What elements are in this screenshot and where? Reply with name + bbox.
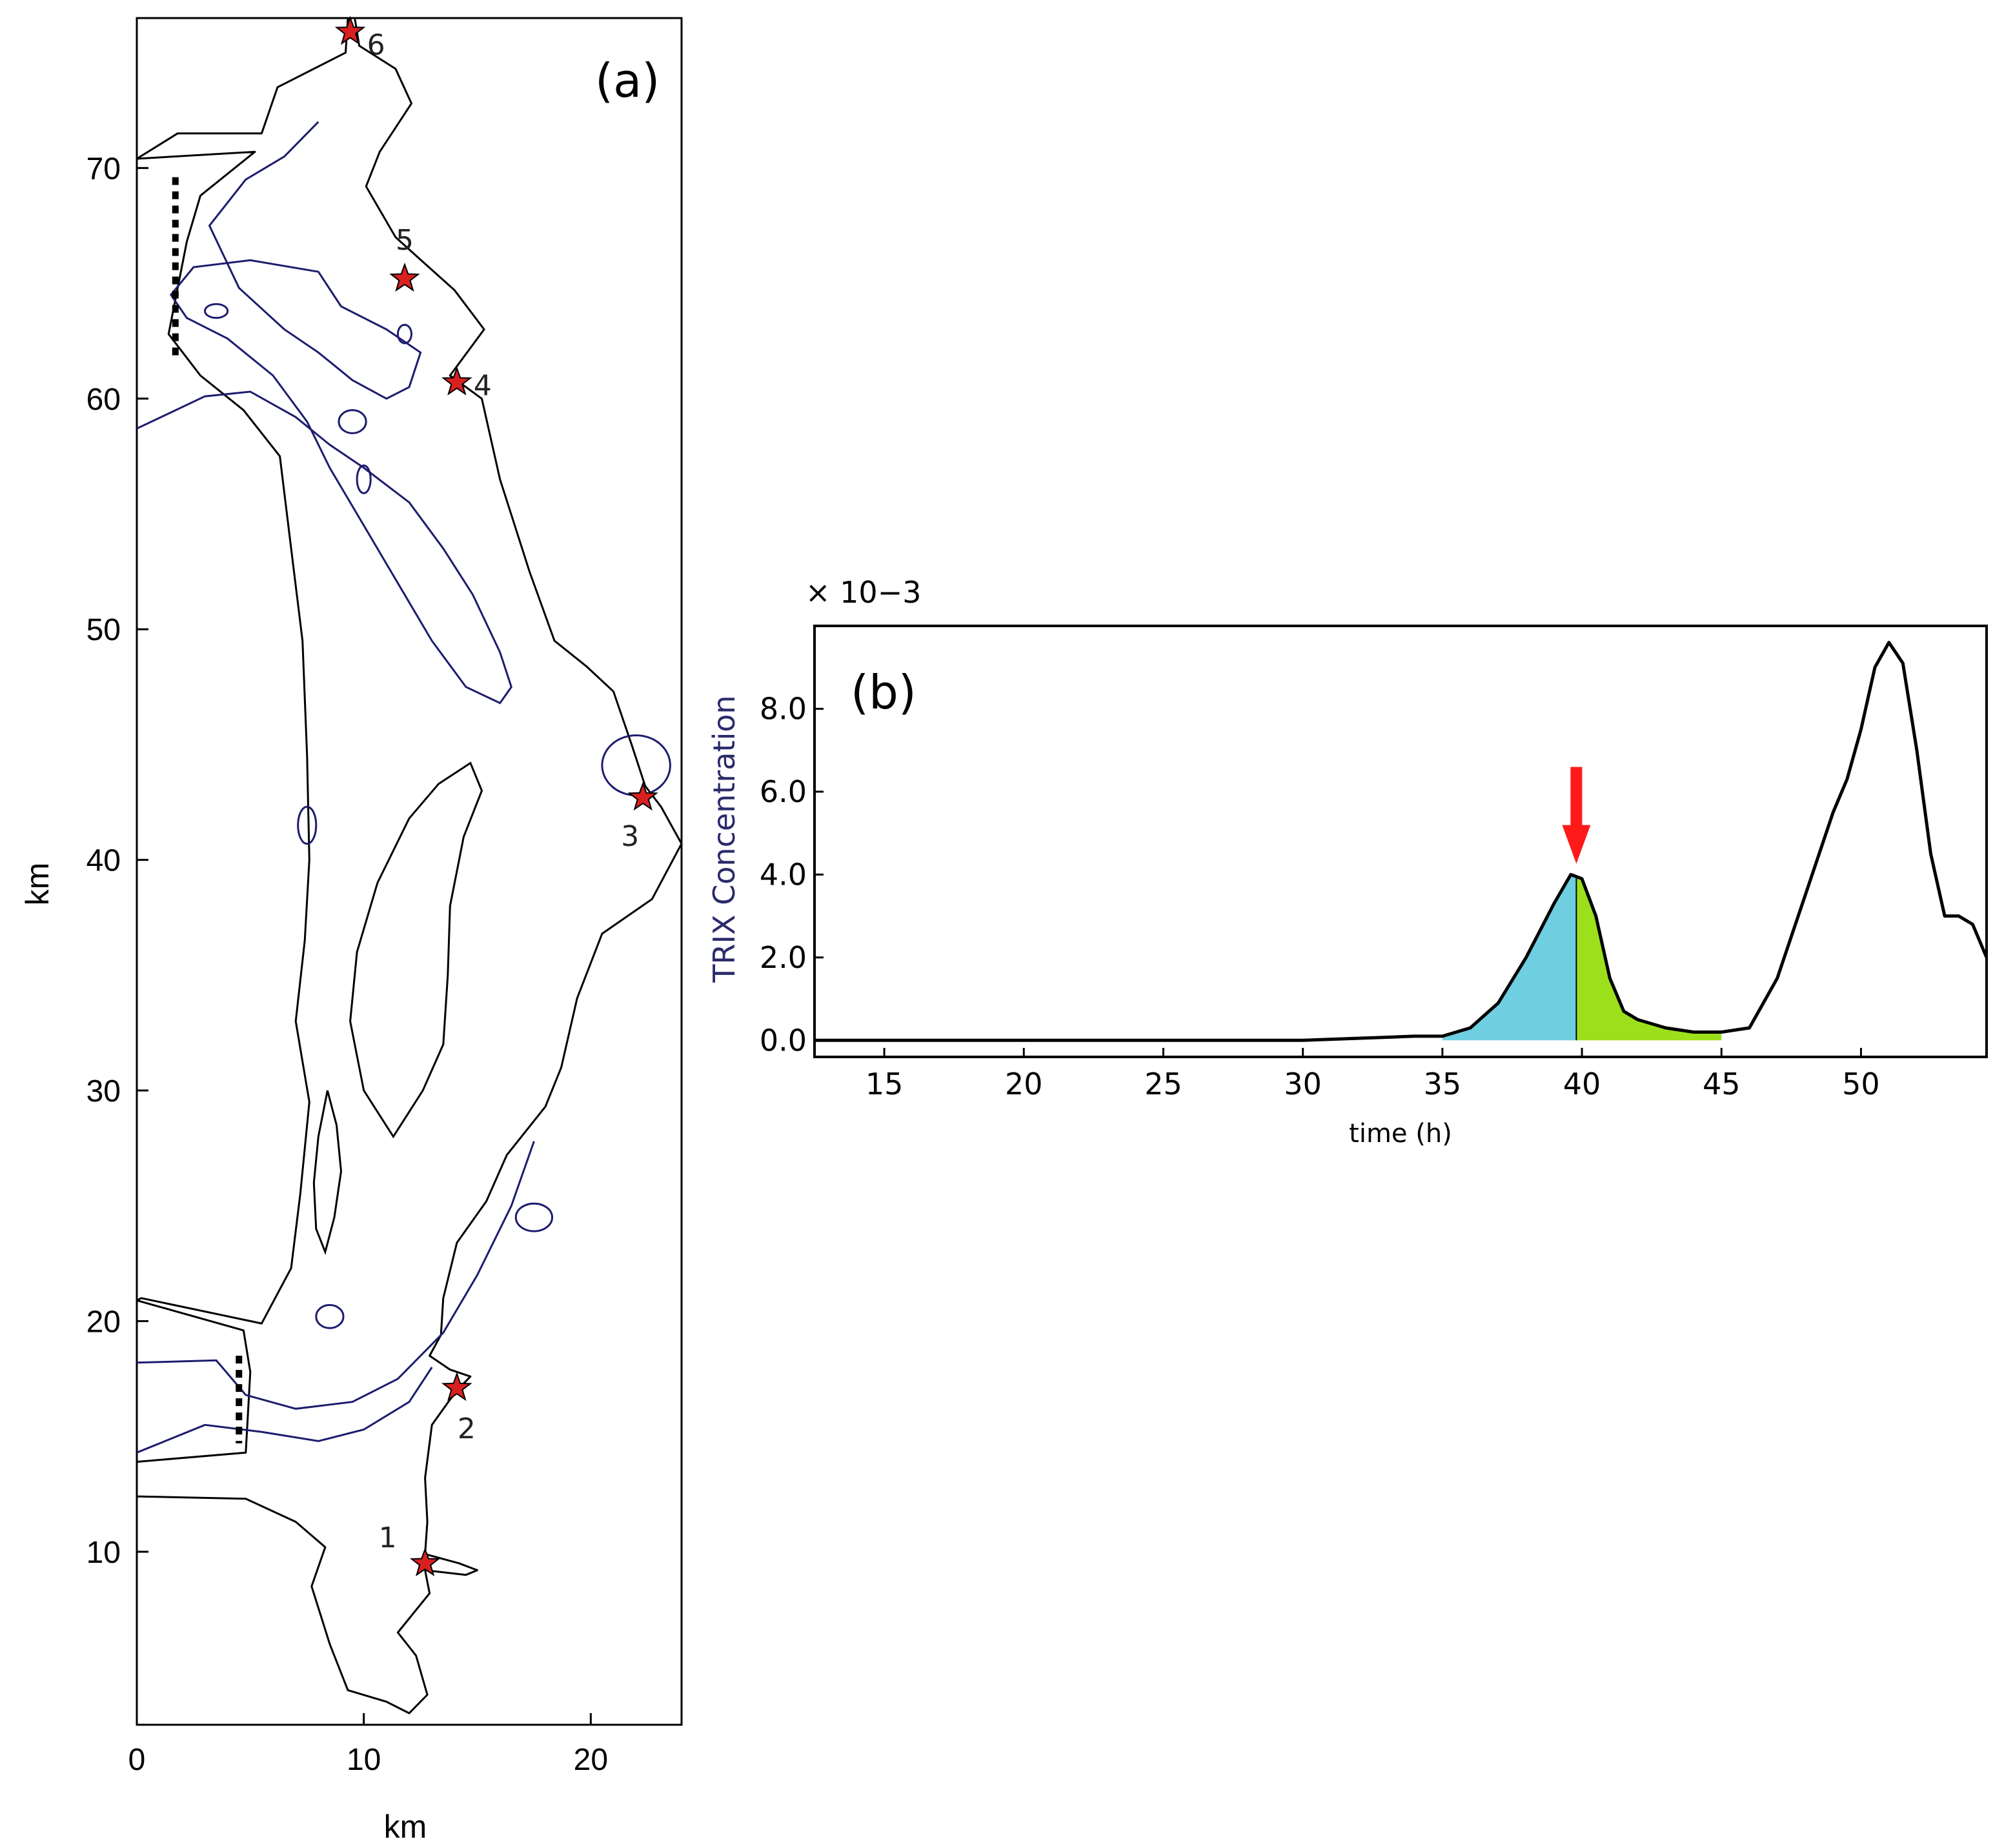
panel-label-a: (a)	[595, 54, 660, 108]
y-tick-label: 10	[86, 1536, 121, 1570]
x-tick-label: 40	[1563, 1067, 1601, 1101]
shaded-region	[1576, 876, 1722, 1041]
isobath-line	[136, 1141, 535, 1410]
map-ticks: 0 10 20 10 20 30 40 50 60 70	[86, 152, 608, 1777]
x-tick-label: 10	[347, 1743, 381, 1777]
map-x-axis-label: km	[384, 1809, 427, 1845]
y-tick-label: 50	[86, 613, 121, 647]
map-panel: 0 10 20 10 20 30 40 50 60 70 1 2 3 4 5 6 (a) km km	[19, 15, 683, 1845]
map-y-axis-label: km	[19, 863, 56, 906]
isobath-line	[136, 1367, 433, 1454]
timeseries-x-axis-label: time (h)	[1349, 1119, 1452, 1149]
timeseries-ticks: 15 20 25 30 35 40 45 50 0.0 2.0 4.0 6.0 8.0	[760, 691, 1880, 1101]
site-label: 3	[621, 820, 639, 853]
site-marker	[334, 15, 366, 45]
y-tick-label: 0.0	[760, 1023, 807, 1058]
trix-series-line	[815, 641, 1989, 1042]
shoal-contour	[396, 323, 413, 345]
timeseries-plot	[815, 641, 1989, 1042]
isobath-line	[136, 121, 512, 705]
y-tick-label: 20	[86, 1305, 121, 1339]
y-multiplier: × 10−3	[805, 575, 922, 610]
site-label: 5	[396, 224, 414, 257]
inner-shoreline	[312, 1090, 343, 1256]
site-label: 2	[458, 1412, 476, 1445]
y-tick-label: 60	[86, 383, 121, 417]
x-tick-label: 25	[1144, 1067, 1182, 1101]
y-tick-label: 2.0	[760, 940, 807, 975]
x-tick-label: 15	[865, 1067, 904, 1101]
x-tick-label: 20	[574, 1743, 608, 1777]
y-tick-label: 30	[86, 1074, 121, 1109]
timeseries-y-axis-label: TRIX Concentration	[707, 695, 742, 983]
site-marker	[409, 1547, 441, 1577]
y-tick-label: 6.0	[760, 774, 807, 809]
y-tick-label: 8.0	[760, 691, 807, 726]
shoal-contour	[297, 805, 318, 845]
x-tick-label: 50	[1842, 1067, 1880, 1101]
x-tick-label: 20	[1005, 1067, 1043, 1101]
y-tick-label: 70	[86, 152, 121, 186]
site-marker	[389, 262, 420, 292]
x-tick-label: 30	[1284, 1067, 1322, 1101]
y-tick-label: 4.0	[760, 857, 807, 892]
timeseries-panel: 15 20 25 30 35 40 45 50 0.0 2.0 4.0 6.0 8.0 (b) × 10…	[707, 575, 1989, 1149]
peak-arrow-head	[1562, 825, 1591, 864]
y-tick-label: 40	[86, 844, 121, 878]
shaded-region	[1442, 874, 1577, 1041]
map-frame	[136, 17, 683, 1726]
x-tick-label: 0	[128, 1743, 146, 1777]
timeseries-frame	[813, 625, 1988, 1058]
site-marker	[627, 781, 658, 811]
site-marker	[441, 1372, 472, 1401]
x-tick-label: 35	[1424, 1067, 1462, 1101]
shoal-contour	[514, 1202, 554, 1232]
inner-shoreline	[349, 761, 483, 1139]
shoal-contour	[204, 303, 229, 319]
shoal-contour	[601, 734, 671, 797]
panel-label-b: (b)	[851, 665, 916, 719]
map-layers	[136, 17, 683, 1714]
site-label: 6	[367, 28, 385, 61]
x-tick-label: 45	[1703, 1067, 1741, 1101]
shoal-contour	[338, 409, 367, 434]
shoal-contour	[356, 464, 372, 494]
map-sites: 1 2 3 4 5 6	[334, 15, 658, 1577]
coastline	[136, 17, 683, 1714]
shoal-contour	[315, 1303, 345, 1329]
site-label: 1	[379, 1522, 397, 1554]
peak-arrow-shaft	[1570, 767, 1583, 829]
site-marker	[441, 366, 472, 396]
site-label: 4	[474, 370, 492, 403]
